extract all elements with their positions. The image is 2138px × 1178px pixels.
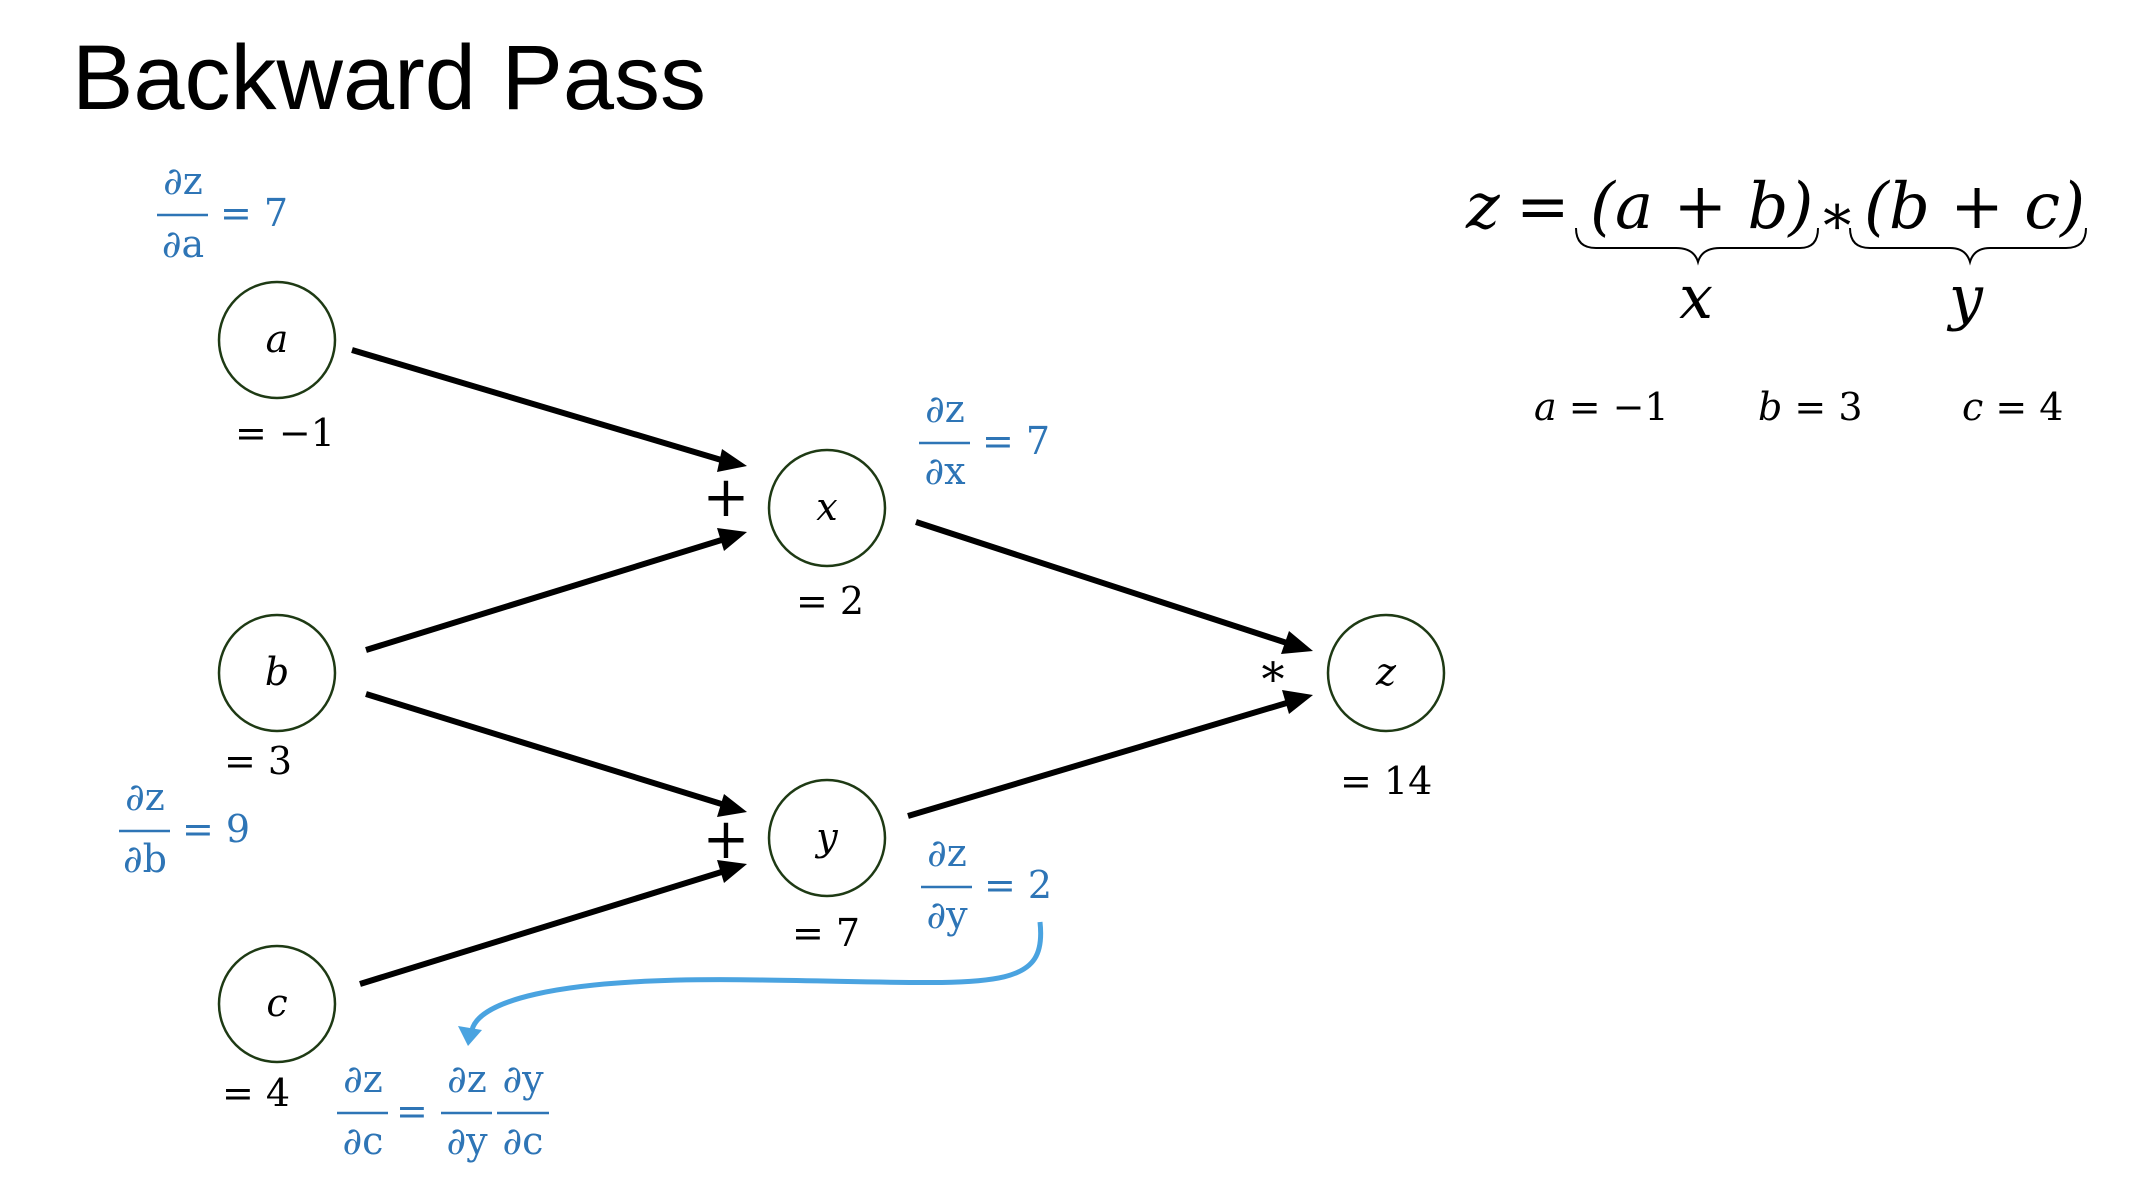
slide-title: Backward Pass: [72, 27, 707, 129]
arrowhead-c-y: [717, 860, 747, 883]
arrowhead-y-z: [1282, 690, 1313, 714]
edge-c-y: [359, 867, 729, 987]
grad-denominator: ∂y: [926, 893, 968, 937]
underbrace-y: [1849, 227, 2087, 266]
factor1-numerator: ∂z: [447, 1057, 487, 1101]
node-label: c: [266, 981, 287, 1025]
input-b: b = 3: [1758, 385, 1863, 429]
formula-lhs: z: [1465, 170, 1501, 244]
edge-b-x: [365, 535, 729, 653]
input-var: a: [1534, 385, 1557, 429]
grad-numerator: ∂z: [343, 1057, 383, 1101]
formula-equals: =: [1516, 170, 1570, 244]
grad-value: = 9: [182, 807, 250, 851]
formula-operator: ∗: [1818, 183, 1856, 248]
arrowhead-b-y: [717, 794, 747, 817]
node-circle: [767, 778, 887, 898]
arrowhead-a-x: [717, 449, 747, 472]
node-y: y: [767, 778, 887, 898]
node-a: a: [217, 280, 337, 400]
edges: [351, 347, 1291, 987]
input-var: b: [1758, 385, 1782, 429]
underbrace-y-label: y: [1946, 263, 1984, 333]
node-circle: [217, 613, 337, 733]
formula-inputs: a = −1 b = 3 c = 4: [1534, 385, 2063, 429]
formula-group-2: (b + c): [1864, 170, 2085, 244]
grad-denominator: ∂a: [162, 222, 204, 266]
grad-value: = 7: [220, 191, 288, 235]
edge-a-x: [351, 347, 730, 465]
input-var: c: [1962, 385, 1983, 429]
op-times-z: *: [1262, 652, 1285, 706]
op-plus-y: +: [703, 807, 750, 872]
grad-value: = 7: [982, 419, 1050, 463]
edge-y-z: [907, 699, 1291, 819]
node-label: a: [266, 317, 289, 361]
grad-dz-dy: ∂z ∂y = 2: [921, 831, 1052, 937]
grad-dz-dc-chain-rule: ∂z ∂c = ∂z ∂y ∂y ∂c: [337, 1057, 549, 1163]
underbrace-x-label: x: [1679, 263, 1713, 333]
value-b: = 3: [224, 739, 292, 783]
grad-denominator: ∂b: [123, 837, 167, 881]
input-c: c = 4: [1962, 385, 2063, 429]
grad-dz-da: ∂z ∂a = 7: [157, 159, 288, 266]
grad-value: = 2: [984, 863, 1052, 907]
node-label: b: [265, 650, 289, 694]
node-label: x: [816, 485, 837, 529]
grad-dz-dx: ∂z ∂x = 7: [919, 387, 1050, 493]
arrowheads: [717, 449, 1313, 883]
edge-x-z: [915, 519, 1291, 647]
grad-dz-db: ∂z ∂b = 9: [119, 775, 250, 881]
grad-numerator: ∂z: [125, 775, 165, 819]
edge-b-y: [365, 691, 729, 809]
underbrace-x: [1575, 227, 1819, 266]
node-c: c: [217, 944, 337, 1064]
arrowhead-b-x: [717, 528, 747, 551]
node-label: y: [814, 815, 838, 859]
factor2-numerator: ∂y: [502, 1057, 544, 1101]
value-c: = 4: [222, 1071, 290, 1115]
factor2-denominator: ∂c: [503, 1119, 544, 1163]
node-circle: [1326, 613, 1446, 733]
formula: z = (a + b) ∗ (b + c) x y a = −1 b = 3 c…: [1465, 170, 2087, 429]
backprop-flow-arrow: [458, 921, 1044, 1046]
input-value: = 3: [1782, 385, 1862, 429]
input-value: = −1: [1557, 385, 1669, 429]
value-z: = 14: [1340, 759, 1432, 803]
node-label: z: [1375, 650, 1397, 694]
grad-denominator: ∂x: [924, 449, 965, 493]
node-x: x: [767, 448, 887, 568]
input-value: = 4: [1983, 385, 2063, 429]
node-circle: [767, 448, 887, 568]
value-a: = −1: [235, 411, 335, 455]
node-circle: [217, 944, 337, 1064]
formula-group-1: (a + b): [1590, 170, 1813, 244]
input-a: a = −1: [1534, 385, 1669, 429]
node-circle: [217, 280, 337, 400]
grad-numerator: ∂z: [927, 831, 967, 875]
value-x: = 2: [796, 579, 864, 623]
arrowhead-x-z: [1281, 631, 1313, 654]
op-plus-x: +: [703, 465, 750, 530]
node-z: z: [1326, 613, 1446, 733]
node-b: b: [217, 613, 337, 733]
factor1-denominator: ∂y: [446, 1119, 488, 1163]
grad-equals: =: [396, 1089, 428, 1133]
value-y: = 7: [792, 911, 860, 955]
grad-numerator: ∂z: [163, 159, 203, 203]
grad-numerator: ∂z: [925, 387, 965, 431]
grad-denominator: ∂c: [343, 1119, 384, 1163]
